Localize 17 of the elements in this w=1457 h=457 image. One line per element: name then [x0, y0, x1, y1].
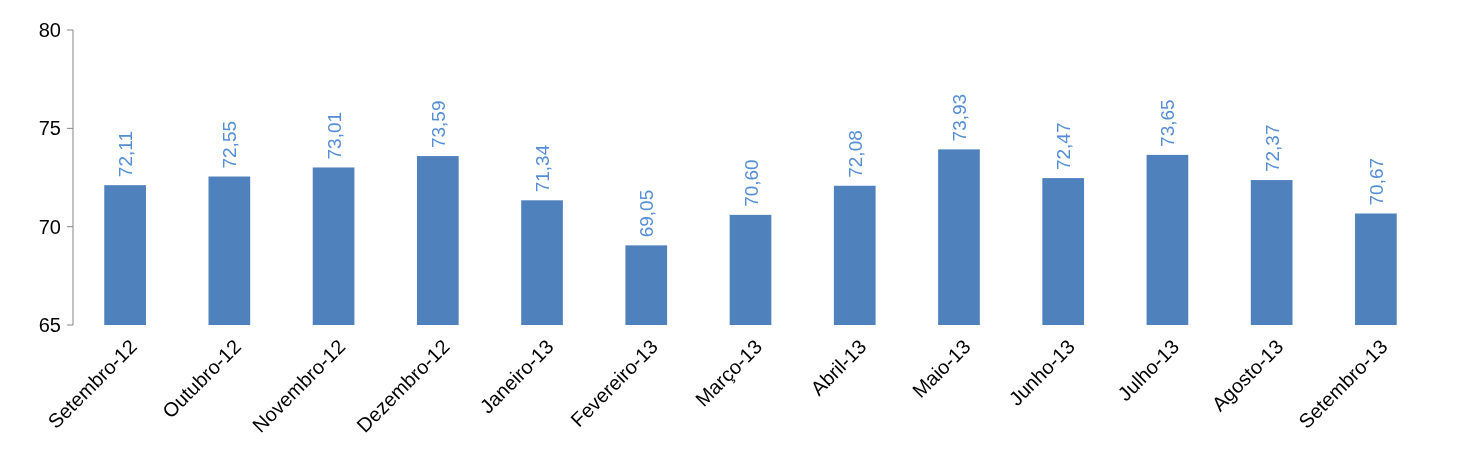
data-label: 69,05: [636, 189, 658, 238]
data-label: 73,93: [948, 93, 970, 142]
data-label: 73,59: [427, 100, 449, 149]
data-label: 72,47: [1053, 122, 1075, 171]
y-tick-label: 75: [38, 117, 61, 140]
data-label: 71,34: [532, 144, 554, 193]
data-label: 72,37: [1261, 124, 1283, 173]
data-label: 72,11: [115, 131, 137, 178]
y-tick-label: 70: [38, 215, 61, 238]
y-tick-label: 65: [38, 314, 61, 336]
data-label: 70,60: [740, 159, 762, 207]
data-label: 73,65: [1157, 99, 1179, 147]
data-label: 72,08: [844, 130, 866, 178]
data-label: 73,01: [323, 111, 345, 160]
y-tick-label: 80: [38, 19, 61, 41]
data-label: 72,55: [219, 120, 241, 169]
data-label: 70,67: [1365, 157, 1387, 206]
